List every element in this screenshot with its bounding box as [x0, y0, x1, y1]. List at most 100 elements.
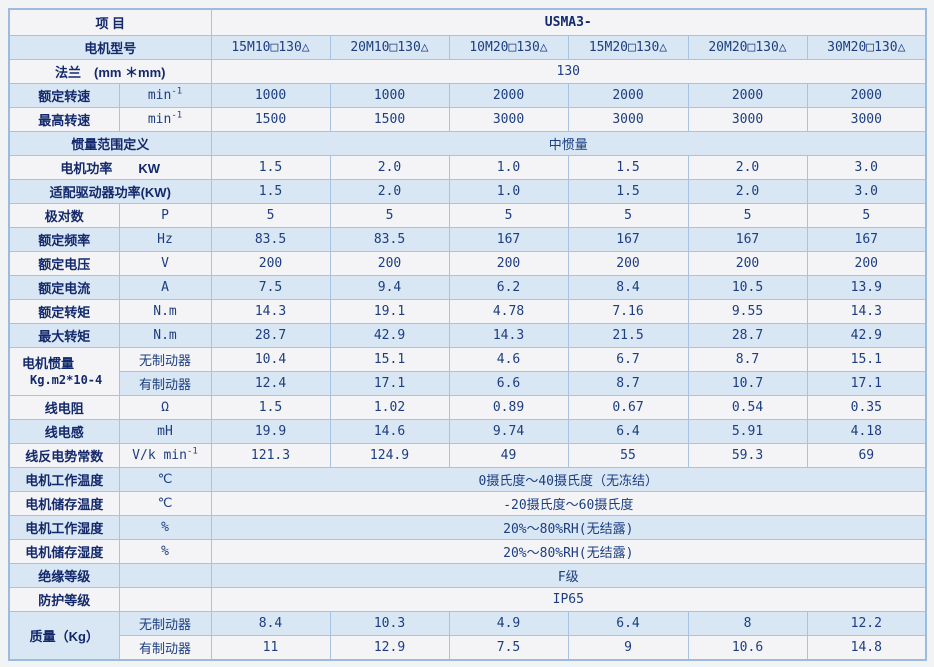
value-cell: 5 — [567, 203, 689, 228]
row-motor-inertia-no-brake: 电机惯量 Kg.m2*10-4 无制动器 10.4 15.1 4.6 6.7 8.… — [8, 347, 927, 396]
row-rated-current: 额定电流 A 7.5 9.4 6.2 8.4 10.5 13.9 — [8, 275, 927, 300]
motor-spec-table: 项 目 USMA3- 电机型号 15M10□130△ 20M10□130△ 10… — [8, 8, 928, 661]
value-cell: 4.6 — [448, 347, 569, 372]
value-cell: 200 — [687, 251, 808, 276]
label-cell: 线电阻 — [8, 395, 120, 420]
value-cell: 6.7 — [567, 347, 689, 372]
value-cell: 2000 — [567, 83, 689, 108]
unit-cell: N.m — [118, 323, 212, 348]
unit-cell: Ω — [118, 395, 212, 420]
value-cell: 7.16 — [567, 299, 689, 324]
row-flange: 法兰 (mm ＊mm) 130 — [8, 59, 927, 84]
label-cell: 额定转矩 — [8, 299, 120, 324]
value-cell: 8.4 — [210, 611, 331, 636]
value-cell: 14.6 — [329, 419, 450, 444]
value-cell: 2.0 — [687, 155, 808, 180]
unit-cell: 无制动器 — [118, 347, 212, 372]
model-cell: 20M20□130△ — [687, 35, 808, 60]
value-cell: 1.5 — [210, 395, 331, 420]
value-cell: 14.8 — [806, 635, 927, 661]
label-cell: 额定电压 — [8, 251, 120, 276]
value-cell: 83.5 — [210, 227, 331, 252]
value-cell: 124.9 — [329, 443, 450, 468]
row-protection-class: 防护等级 IP65 — [8, 587, 927, 612]
label-line-1: 电机惯量 — [22, 355, 75, 371]
unit-exponent: -1 — [186, 446, 198, 457]
value-cell: 1.5 — [567, 155, 689, 180]
unit-cell: ℃ — [118, 467, 212, 492]
unit-exponent: -1 — [171, 110, 183, 121]
value-cell: 12.9 — [329, 635, 450, 661]
header-item-label: 项 目 — [8, 8, 212, 36]
value-cell: 10.7 — [687, 371, 808, 396]
unit-cell: 有制动器 — [118, 635, 212, 661]
value-cell: 1.5 — [210, 179, 331, 204]
unit-exponent: -1 — [171, 86, 183, 97]
value-cell: 9.4 — [329, 275, 450, 300]
value-cell: 1.02 — [329, 395, 450, 420]
value-cell: 10.3 — [329, 611, 450, 636]
unit-cell: V/k min-1 — [118, 443, 212, 468]
value-cell: 0.89 — [448, 395, 569, 420]
value-cell: 3000 — [806, 107, 927, 132]
row-max-torque: 最大转矩 N.m 28.7 42.9 14.3 21.5 28.7 42.9 — [8, 323, 927, 348]
value-cell: 3000 — [567, 107, 689, 132]
value-cell: 42.9 — [806, 323, 927, 348]
label-cell: 法兰 (mm ＊mm) — [8, 59, 212, 84]
row-weight-no-brake: 质量（Kg） 无制动器 8.4 10.3 4.9 6.4 8 12.2 — [8, 611, 927, 661]
value-cell: -20摄氏度～60摄氏度 — [210, 491, 927, 516]
label-cell: 电机工作湿度 — [8, 515, 120, 540]
label-cell: 电机储存温度 — [8, 491, 120, 516]
label-cell: 质量（Kg） — [8, 611, 120, 661]
model-cell: 20M10□130△ — [329, 35, 450, 60]
value-cell: 200 — [210, 251, 331, 276]
value-cell: 59.3 — [687, 443, 808, 468]
unit-cell: 有制动器 — [118, 371, 212, 396]
label-cell: 电机工作温度 — [8, 467, 120, 492]
value-cell: 167 — [806, 227, 927, 252]
label-cell: 电机型号 — [8, 35, 212, 60]
value-cell: 2000 — [687, 83, 808, 108]
value-cell: 167 — [687, 227, 808, 252]
value-cell: 3000 — [687, 107, 808, 132]
value-cell: 9.55 — [687, 299, 808, 324]
value-cell: 8 — [687, 611, 808, 636]
row-storage-temperature: 电机储存温度 ℃ -20摄氏度～60摄氏度 — [8, 491, 927, 516]
value-cell: 12.2 — [806, 611, 927, 636]
label-line-2: Kg.m2*10-4 — [30, 372, 103, 387]
unit-cell: V — [118, 251, 212, 276]
unit-cell: A — [118, 275, 212, 300]
value-cell: 9 — [567, 635, 689, 661]
value-cell: 1.0 — [448, 155, 569, 180]
value-cell: 4.9 — [448, 611, 569, 636]
model-cell: 30M20□130△ — [806, 35, 927, 60]
row-working-humidity: 电机工作湿度 % 20%～80%RH(无结露) — [8, 515, 927, 540]
value-cell: 42.9 — [329, 323, 450, 348]
label-cell: 电机储存湿度 — [8, 539, 120, 564]
row-inertia-class: 惯量范围定义 中惯量 — [8, 131, 927, 156]
value-cell: 1500 — [210, 107, 331, 132]
value-cell: 2.0 — [329, 155, 450, 180]
unit-cell: mH — [118, 419, 212, 444]
value-cell: 6.2 — [448, 275, 569, 300]
value-cell: 6.4 — [567, 419, 689, 444]
value-cell: F级 — [210, 563, 927, 588]
row-max-speed: 最高转速 min-1 1500 1500 3000 3000 3000 3000 — [8, 107, 927, 132]
value-cell: 14.3 — [448, 323, 569, 348]
value-cell: 1500 — [329, 107, 450, 132]
unit-cell: % — [118, 539, 212, 564]
value-cell: 83.5 — [329, 227, 450, 252]
value-cell: 200 — [567, 251, 689, 276]
value-cell: 1000 — [210, 83, 331, 108]
value-cell: 0.67 — [567, 395, 689, 420]
value-cell: 69 — [806, 443, 927, 468]
value-cell: 0摄氏度～40摄氏度（无冻结） — [210, 467, 927, 492]
label-cell: 最高转速 — [8, 107, 120, 132]
value-cell: 1000 — [329, 83, 450, 108]
value-cell: IP65 — [210, 587, 927, 612]
value-cell: 15.1 — [806, 347, 927, 372]
value-cell: 121.3 — [210, 443, 331, 468]
value-cell: 8.7 — [567, 371, 689, 396]
value-cell: 10.5 — [687, 275, 808, 300]
row-rated-frequency: 额定频率 Hz 83.5 83.5 167 167 167 167 — [8, 227, 927, 252]
